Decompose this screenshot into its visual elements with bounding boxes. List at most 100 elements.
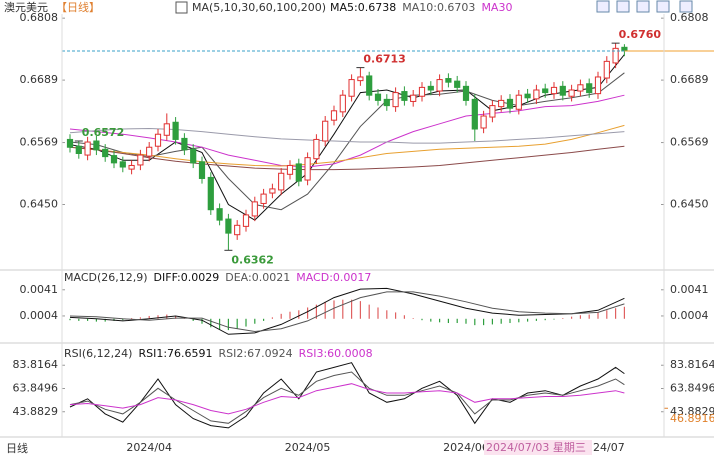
y-tick-label: 83.8164 — [670, 358, 714, 371]
y-tick-label: 0.6808 — [20, 11, 59, 24]
macd-line — [69, 287, 625, 335]
y-tick-label: 63.8496 — [670, 381, 714, 394]
candle-body — [260, 193, 267, 204]
symbol-title: 澳元美元 — [4, 1, 48, 14]
candle-body — [480, 115, 487, 129]
x-tick-label: 2024/06 — [443, 441, 489, 454]
y-tick-label: 0.0004 — [20, 309, 59, 322]
candle-body — [110, 155, 118, 164]
candle-body — [418, 86, 426, 97]
moving-average — [69, 127, 625, 144]
period-selector[interactable]: 日线 — [6, 441, 28, 455]
toolbar-button[interactable] — [596, 0, 610, 13]
candle-body — [207, 176, 214, 211]
candle-body — [137, 154, 144, 166]
candle-body — [84, 141, 91, 156]
y-tick-label: 0.6808 — [670, 11, 709, 24]
candle-body — [427, 85, 434, 91]
candle-body — [471, 98, 478, 130]
toolbar — [596, 0, 693, 13]
crosshair-date: 2024/07/03 星期三 — [486, 441, 586, 454]
y-tick-label: 0.0004 — [670, 309, 709, 322]
candle-body — [559, 85, 566, 96]
moving-average — [69, 145, 625, 171]
crosshair-short: 24/07 — [593, 441, 625, 454]
legend-entry: MA5:0.6738 — [330, 1, 396, 14]
candle-body — [154, 133, 162, 147]
annotation-label: 0.6362 — [231, 253, 273, 266]
toolbar-button[interactable] — [679, 0, 693, 13]
x-tick-label: 2024/04 — [126, 441, 172, 454]
annotation-label: 0.6713 — [363, 53, 405, 66]
moving-average — [69, 72, 625, 211]
candle-body — [269, 188, 276, 194]
y-tick-label: 0.0041 — [670, 283, 709, 296]
candle-body — [498, 99, 505, 108]
candle-body — [577, 84, 584, 92]
rsi-line — [69, 383, 625, 415]
candle-body — [119, 161, 126, 168]
candle-body — [163, 123, 170, 136]
candle-body — [515, 94, 522, 110]
candle-body — [181, 137, 188, 151]
x-tick-label: 2024/05 — [285, 441, 331, 454]
candle-body — [286, 164, 294, 175]
crosshair-date-bg — [484, 440, 592, 455]
candle-body — [462, 85, 470, 101]
candle-body — [445, 78, 452, 83]
toolbar-button[interactable] — [616, 0, 630, 13]
rsi-line — [69, 362, 625, 429]
candle-body — [374, 93, 382, 101]
toolbar-button[interactable] — [636, 0, 650, 13]
candle-body — [75, 145, 82, 154]
y-tick-label: 0.6569 — [670, 136, 709, 149]
candle-body — [225, 218, 232, 234]
candle-body — [251, 201, 258, 217]
candle-body — [366, 75, 373, 96]
y-tick-label: 0.6689 — [670, 73, 709, 86]
candle-body — [313, 138, 320, 160]
candle-body — [234, 224, 241, 236]
settings-icon[interactable] — [175, 1, 188, 14]
annotation-label: 0.6760 — [619, 28, 662, 41]
candle-body — [339, 94, 346, 113]
candle-body — [612, 47, 619, 64]
rsi-line — [69, 371, 625, 424]
annotation-label: 46.8916 — [670, 412, 714, 425]
candle-body — [190, 148, 197, 164]
candle-body — [242, 214, 250, 227]
moving-average — [69, 124, 625, 167]
candle-body — [489, 105, 496, 118]
legend-entry: MA30 — [481, 1, 512, 14]
macd-line — [69, 291, 625, 333]
legend-entry: DIFF:0.0029 — [154, 271, 220, 284]
legend-entry: DEA:0.0021 — [225, 271, 290, 284]
y-tick-label: 0.6450 — [20, 198, 59, 211]
y-tick-label: 83.8164 — [13, 358, 59, 371]
candle-body — [621, 46, 628, 52]
candle-body — [93, 140, 100, 151]
moving-average — [69, 54, 625, 221]
candle-body — [66, 138, 74, 148]
candle-body — [146, 146, 153, 157]
period-label[interactable]: 【日线】 — [56, 0, 100, 14]
toolbar-button[interactable] — [656, 0, 670, 13]
candle-body — [410, 94, 417, 102]
layers: 0.6808 0.6808 0.6689 0.6689 0.6569 0.6569 0.64… — [13, 1, 714, 429]
y-tick-label: 0.6569 — [20, 136, 59, 149]
y-tick-label: 0.6450 — [670, 198, 709, 211]
legend-entry: MACD(26,12,9) — [64, 271, 148, 284]
candle-body — [524, 93, 531, 99]
candle-body — [506, 98, 514, 109]
y-tick-label: 43.8829 — [670, 405, 714, 418]
y-tick-label: 43.8829 — [13, 405, 59, 418]
y-tick-label: 0.6689 — [20, 73, 59, 86]
legend-entry: MA10:0.6703 — [402, 1, 475, 14]
candle-body — [568, 89, 575, 97]
candle-body — [594, 76, 602, 95]
candle-body — [278, 172, 285, 191]
ma-params: MA(5,10,30,60,100,200) — [192, 1, 326, 14]
candle-body — [295, 163, 302, 182]
candle-body — [304, 157, 311, 181]
